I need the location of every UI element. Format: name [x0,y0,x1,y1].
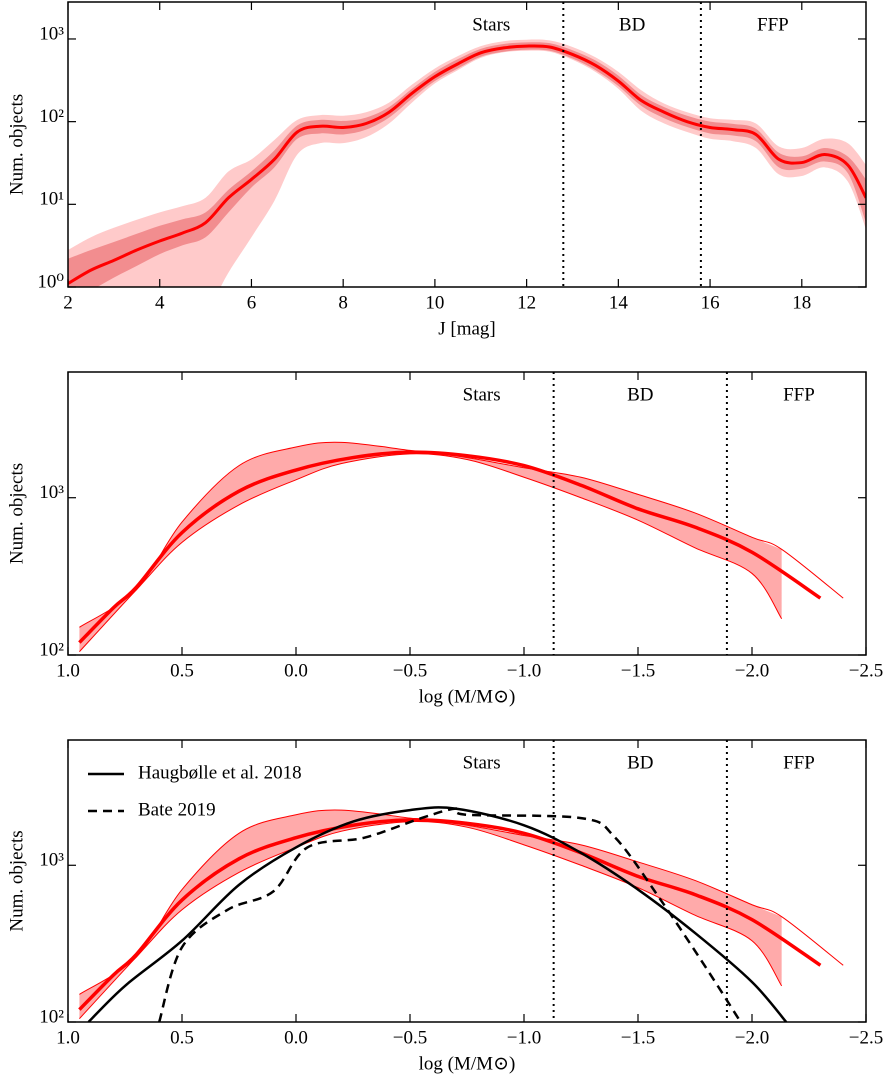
x-tick-label: −1.5 [621,1027,655,1048]
y-tick-label: 10³ [39,23,64,44]
x-axis-label: log (M/M⊙) [419,1053,516,1074]
region-label: BD [619,14,645,35]
x-tick-label: 8 [338,292,348,313]
x-tick-label: 0.5 [170,660,194,681]
x-tick-label: −1.0 [507,660,541,681]
x-tick-label: 4 [155,292,165,313]
y-tick-label: 10⁰ [37,271,64,292]
x-tick-label: −1.0 [507,1027,541,1048]
y-tick-label: 10³ [39,482,64,503]
x-tick-label: −2.5 [849,660,883,681]
x-axis-label: J [mag] [438,318,496,339]
legend-label: Haugbølle et al. 2018 [138,762,302,783]
plot-area [78,806,844,1022]
x-tick-label: 2 [63,292,73,313]
legend-label: Bate 2019 [138,799,216,820]
band-edge [79,453,783,653]
panel: Stars BD FFP 1.0 0.5 0.0 −0.5 −1.0 −1.5 −2.0 −2.5 1… [6,371,883,707]
region-label: Stars [463,384,501,405]
x-tick-label: 0.0 [284,660,308,681]
panel: Stars BD FFP 2 4 6 8 10 12 14 16 18 10⁰ 10¹ 10² 10³ J [m… [6,1,867,339]
x-tick-label: 18 [792,292,811,313]
x-axis-label: log (M/M⊙) [419,686,516,707]
axes-frame [67,1,867,288]
x-tick-label: 0.0 [284,1027,308,1048]
y-axis-label: Num. objects [6,463,27,564]
axes-frame [67,739,867,1023]
series-line [87,806,788,1022]
series-line [158,807,742,1022]
band [79,442,782,652]
x-tick-label: −2.0 [735,1027,769,1048]
y-tick-label: 10² [39,106,64,127]
x-tick-label: 14 [609,292,629,313]
x-tick-label: 12 [517,292,536,313]
x-tick-label: 6 [247,292,257,313]
x-tick-label: −0.5 [393,660,427,681]
y-tick-label: 10² [39,639,64,660]
panel: Stars BD FFP 1.0 0.5 0.0 −0.5 −1.0 −1.5 −2.0 −2.5 1… [6,739,883,1074]
region-label: FFP [783,384,815,405]
series-line [68,44,866,285]
region-label: Stars [463,752,501,773]
y-axis-label: Num. objects [6,830,27,931]
x-tick-label: 1.0 [56,1027,80,1048]
series-line [78,450,822,644]
x-tick-label: −0.5 [393,1027,427,1048]
region-label: BD [627,384,653,405]
x-tick-label: 16 [701,292,720,313]
y-tick-label: 10² [39,1006,64,1027]
plot-area [68,39,866,287]
band-edge [79,820,783,1020]
x-tick-label: −1.5 [621,660,655,681]
y-tick-label: 10³ [39,850,64,871]
region-label: Stars [472,14,510,35]
axes-frame [67,371,867,656]
series-line [78,818,822,1011]
x-tick-label: 0.5 [170,1027,194,1048]
x-tick-label: 1.0 [56,660,80,681]
y-tick-label: 10¹ [39,189,64,210]
plot-area [78,441,844,653]
band [79,809,782,1019]
band [68,39,866,287]
region-label: BD [627,752,653,773]
x-tick-label: −2.5 [849,1027,883,1048]
y-axis-label: Num. objects [6,94,27,195]
x-tick-label: 10 [425,292,444,313]
x-tick-label: −2.0 [735,660,769,681]
region-label: FFP [757,14,789,35]
region-label: FFP [783,752,815,773]
